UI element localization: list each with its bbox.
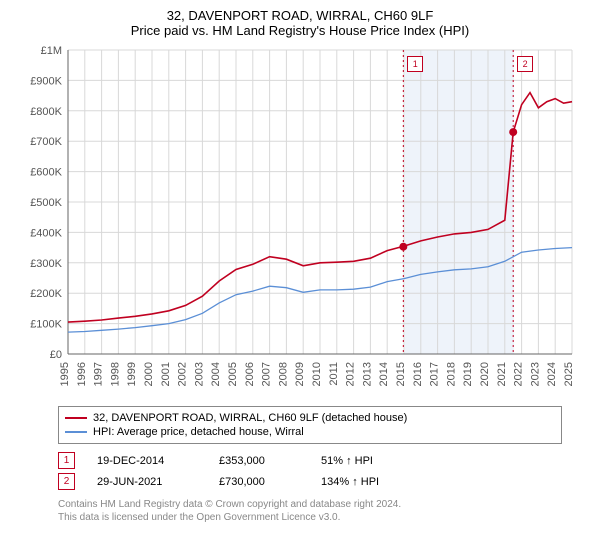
svg-text:£500K: £500K bbox=[30, 197, 62, 209]
footer-line: This data is licensed under the Open Gov… bbox=[58, 511, 590, 524]
svg-text:£800K: £800K bbox=[30, 106, 62, 118]
svg-text:1997: 1997 bbox=[93, 362, 105, 386]
svg-text:2008: 2008 bbox=[277, 362, 289, 386]
sale-price: £353,000 bbox=[219, 455, 299, 467]
svg-text:2014: 2014 bbox=[378, 362, 390, 386]
svg-text:£100K: £100K bbox=[30, 319, 62, 331]
chart: £0 £100K £200K £300K £400K £500K £600K £700K £80… bbox=[20, 42, 580, 402]
legend-label: HPI: Average price, detached house, Wirr… bbox=[93, 426, 304, 438]
svg-text:2000: 2000 bbox=[143, 362, 155, 386]
svg-text:£200K: £200K bbox=[30, 288, 62, 300]
svg-text:2017: 2017 bbox=[429, 362, 441, 386]
sales-row: 1 19-DEC-2014 £353,000 51% ↑ HPI bbox=[58, 450, 590, 471]
legend-label: 32, DAVENPORT ROAD, WIRRAL, CH60 9LF (de… bbox=[93, 412, 407, 424]
sale-pct: 134% ↑ HPI bbox=[321, 476, 379, 488]
sale-pct: 51% ↑ HPI bbox=[321, 455, 373, 467]
sale-price: £730,000 bbox=[219, 476, 299, 488]
svg-text:2001: 2001 bbox=[160, 362, 172, 386]
title-line1: 32, DAVENPORT ROAD, WIRRAL, CH60 9LF bbox=[10, 8, 590, 23]
svg-text:2020: 2020 bbox=[479, 362, 491, 386]
svg-text:2022: 2022 bbox=[513, 362, 525, 386]
svg-text:£0: £0 bbox=[50, 349, 62, 361]
sale-marker-icon: 1 bbox=[58, 452, 75, 469]
legend-item: 32, DAVENPORT ROAD, WIRRAL, CH60 9LF (de… bbox=[65, 411, 555, 425]
svg-text:2003: 2003 bbox=[193, 362, 205, 386]
svg-text:1996: 1996 bbox=[76, 362, 88, 386]
svg-text:£700K: £700K bbox=[30, 136, 62, 148]
svg-text:2010: 2010 bbox=[311, 362, 323, 386]
svg-text:2007: 2007 bbox=[261, 362, 273, 386]
legend-swatch bbox=[65, 431, 87, 433]
title-line2: Price paid vs. HM Land Registry's House … bbox=[10, 23, 590, 38]
svg-text:2023: 2023 bbox=[529, 362, 541, 386]
svg-text:1995: 1995 bbox=[59, 362, 71, 386]
sale-date: 29-JUN-2021 bbox=[97, 476, 197, 488]
sale-date: 19-DEC-2014 bbox=[97, 455, 197, 467]
svg-text:2021: 2021 bbox=[496, 362, 508, 386]
svg-text:2005: 2005 bbox=[227, 362, 239, 386]
svg-text:2009: 2009 bbox=[294, 362, 306, 386]
svg-text:£400K: £400K bbox=[30, 227, 62, 239]
svg-text:2004: 2004 bbox=[210, 362, 222, 386]
svg-text:2016: 2016 bbox=[412, 362, 424, 386]
svg-text:2024: 2024 bbox=[546, 362, 558, 386]
svg-text:2012: 2012 bbox=[345, 362, 357, 386]
svg-text:2025: 2025 bbox=[563, 362, 575, 386]
sales-table: 1 19-DEC-2014 £353,000 51% ↑ HPI 2 29-JU… bbox=[58, 450, 590, 492]
legend-item: HPI: Average price, detached house, Wirr… bbox=[65, 425, 555, 439]
svg-text:2011: 2011 bbox=[328, 362, 340, 386]
legend: 32, DAVENPORT ROAD, WIRRAL, CH60 9LF (de… bbox=[58, 406, 562, 444]
svg-text:2019: 2019 bbox=[462, 362, 474, 386]
svg-text:2018: 2018 bbox=[445, 362, 457, 386]
svg-text:1998: 1998 bbox=[109, 362, 121, 386]
legend-swatch bbox=[65, 417, 87, 419]
svg-text:2002: 2002 bbox=[177, 362, 189, 386]
sales-row: 2 29-JUN-2021 £730,000 134% ↑ HPI bbox=[58, 471, 590, 492]
svg-text:2006: 2006 bbox=[244, 362, 256, 386]
svg-text:2013: 2013 bbox=[361, 362, 373, 386]
svg-text:£1M: £1M bbox=[41, 45, 62, 57]
svg-text:£600K: £600K bbox=[30, 167, 62, 179]
sale-marker-icon: 2 bbox=[58, 473, 75, 490]
footer-line: Contains HM Land Registry data © Crown c… bbox=[58, 498, 590, 511]
svg-text:2015: 2015 bbox=[395, 362, 407, 386]
svg-text:1999: 1999 bbox=[126, 362, 138, 386]
footer: Contains HM Land Registry data © Crown c… bbox=[58, 498, 590, 524]
svg-text:£900K: £900K bbox=[30, 75, 62, 87]
sale-marker-label: 1 bbox=[407, 56, 423, 72]
sale-marker-label: 2 bbox=[517, 56, 533, 72]
svg-text:£300K: £300K bbox=[30, 258, 62, 270]
